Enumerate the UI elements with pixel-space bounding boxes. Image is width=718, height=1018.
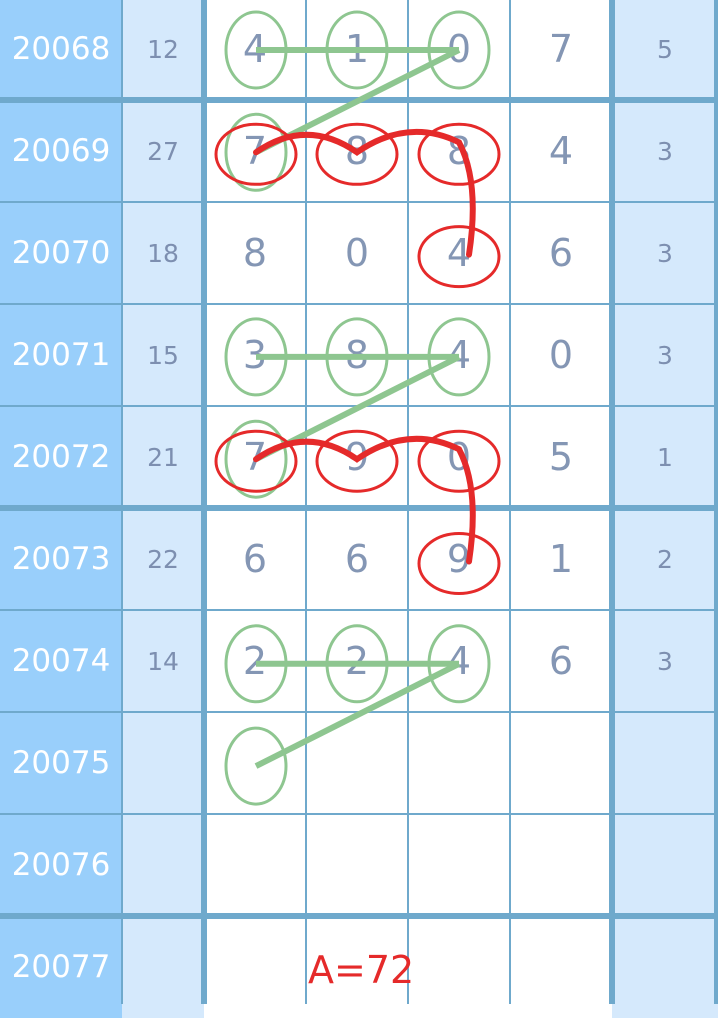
issue-number: 20068	[0, 0, 122, 100]
digit-cell: 8	[204, 202, 306, 304]
red-circle-mark	[417, 429, 501, 493]
red-circle-mark	[315, 122, 399, 186]
span-value: 3	[612, 202, 718, 304]
issue-number: 20070	[0, 202, 122, 304]
digit-cell	[306, 916, 408, 1018]
digit-cell	[204, 814, 306, 916]
sum-value: 12	[122, 0, 204, 100]
sum-value: 15	[122, 304, 204, 406]
red-link-curve	[253, 435, 476, 565]
digit-cell	[510, 814, 612, 916]
digit-cell	[408, 712, 510, 814]
digit-cell: 7	[510, 0, 612, 100]
table-row: 20077	[0, 916, 718, 1018]
digit-cell: 6	[306, 508, 408, 610]
digit-cell	[204, 916, 306, 1018]
digit-cell: 4	[510, 100, 612, 202]
digit-cell	[306, 814, 408, 916]
annotation-text: A=72	[308, 948, 415, 992]
digit-cell: 1	[510, 508, 612, 610]
issue-number: 20077	[0, 916, 122, 1018]
issue-number: 20073	[0, 508, 122, 610]
green-circle-mark	[224, 419, 288, 499]
table-row: 20073 22 6 6 9 1 2	[0, 508, 718, 610]
red-circle-mark	[417, 122, 501, 186]
issue-number: 20074	[0, 610, 122, 712]
issue-number: 20076	[0, 814, 122, 916]
span-value: 3	[612, 304, 718, 406]
red-circle-mark	[417, 225, 501, 289]
sum-value	[122, 916, 204, 1018]
digit-cell: 0	[510, 304, 612, 406]
span-value	[612, 916, 718, 1018]
green-circle-mark	[224, 112, 288, 192]
span-value	[612, 814, 718, 916]
table-row: 20076	[0, 814, 718, 916]
sum-value: 22	[122, 508, 204, 610]
span-value: 3	[612, 100, 718, 202]
issue-number: 20069	[0, 100, 122, 202]
span-value	[612, 712, 718, 814]
table-row: 200741422463	[0, 610, 718, 712]
digit-cell	[510, 712, 612, 814]
issue-number: 20072	[0, 406, 122, 508]
sum-value	[122, 814, 204, 916]
digit-cell: 5	[510, 406, 612, 508]
table-row: 200711538403	[0, 304, 718, 406]
red-circle-mark	[214, 122, 298, 186]
span-value: 1	[612, 406, 718, 508]
sum-value	[122, 712, 204, 814]
sum-value: 18	[122, 202, 204, 304]
digit-cell: 6	[510, 610, 612, 712]
digit-cell: 6	[510, 202, 612, 304]
green-circle-mark	[224, 726, 288, 806]
sum-value: 14	[122, 610, 204, 712]
digit-cell	[408, 814, 510, 916]
red-circle-mark	[417, 532, 501, 595]
span-value: 5	[612, 0, 718, 100]
green-link-line	[254, 661, 461, 769]
digit-cell: 6	[204, 508, 306, 610]
span-value: 3	[612, 610, 718, 712]
digit-cell: 0	[306, 202, 408, 304]
sum-value: 21	[122, 406, 204, 508]
issue-number: 20075	[0, 712, 122, 814]
sum-value: 27	[122, 100, 204, 202]
issue-number: 20071	[0, 304, 122, 406]
red-circle-mark	[315, 429, 399, 493]
span-value: 2	[612, 508, 718, 610]
table-row: 20075	[0, 712, 718, 814]
red-circle-mark	[214, 429, 298, 493]
table-row: 20070 18 8 0 4 6 3	[0, 202, 718, 304]
digit-cell	[510, 916, 612, 1018]
digit-cell	[408, 916, 510, 1018]
red-link-curve	[253, 128, 476, 258]
